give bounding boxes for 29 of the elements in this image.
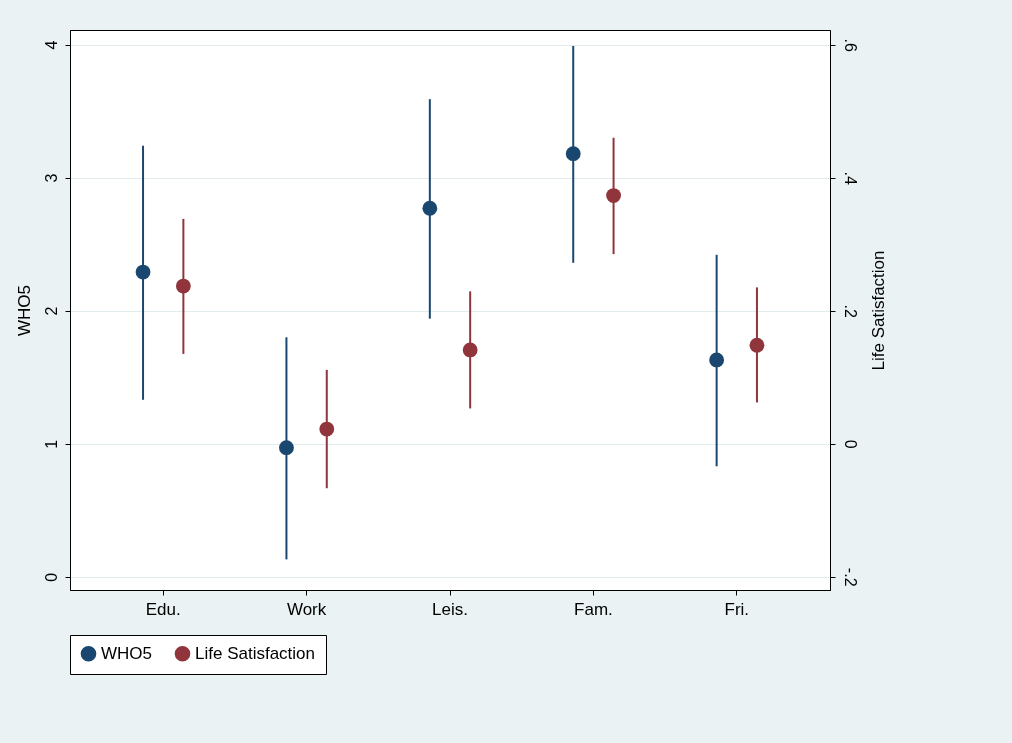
y2-tick-label: .2 xyxy=(841,304,859,318)
point xyxy=(606,188,621,204)
point xyxy=(462,342,478,358)
point xyxy=(422,200,438,216)
x-tick-label: Work xyxy=(286,599,327,619)
x-tick-label: Edu. xyxy=(145,599,181,619)
y-tick-label: 4 xyxy=(42,40,60,50)
point xyxy=(749,337,765,353)
y2-tick-label: .6 xyxy=(841,38,859,52)
legend-label: Life Satisfaction xyxy=(195,643,316,663)
point xyxy=(175,278,191,294)
point xyxy=(279,440,294,456)
y2-axis-title: Life Satisfaction xyxy=(868,250,888,371)
x-tick-label: Fam. xyxy=(574,599,613,619)
x-tick-label: Fri. xyxy=(724,599,750,619)
x-tick-label: Leis. xyxy=(432,599,468,619)
legend-label: WHO5 xyxy=(101,643,152,663)
y-tick-label: 1 xyxy=(42,439,60,449)
point xyxy=(319,421,335,437)
point xyxy=(709,352,725,368)
y-tick-label: 2 xyxy=(42,306,60,316)
y-tick-label: 0 xyxy=(42,572,60,582)
y2-tick-label: -.2 xyxy=(841,567,859,587)
point xyxy=(565,146,581,162)
y2-tick-label: .4 xyxy=(841,171,859,185)
y-tick-label: 3 xyxy=(42,173,60,183)
y2-tick-label: 0 xyxy=(841,439,859,449)
point xyxy=(135,264,151,280)
y-axis-title: WHO5 xyxy=(14,285,34,336)
